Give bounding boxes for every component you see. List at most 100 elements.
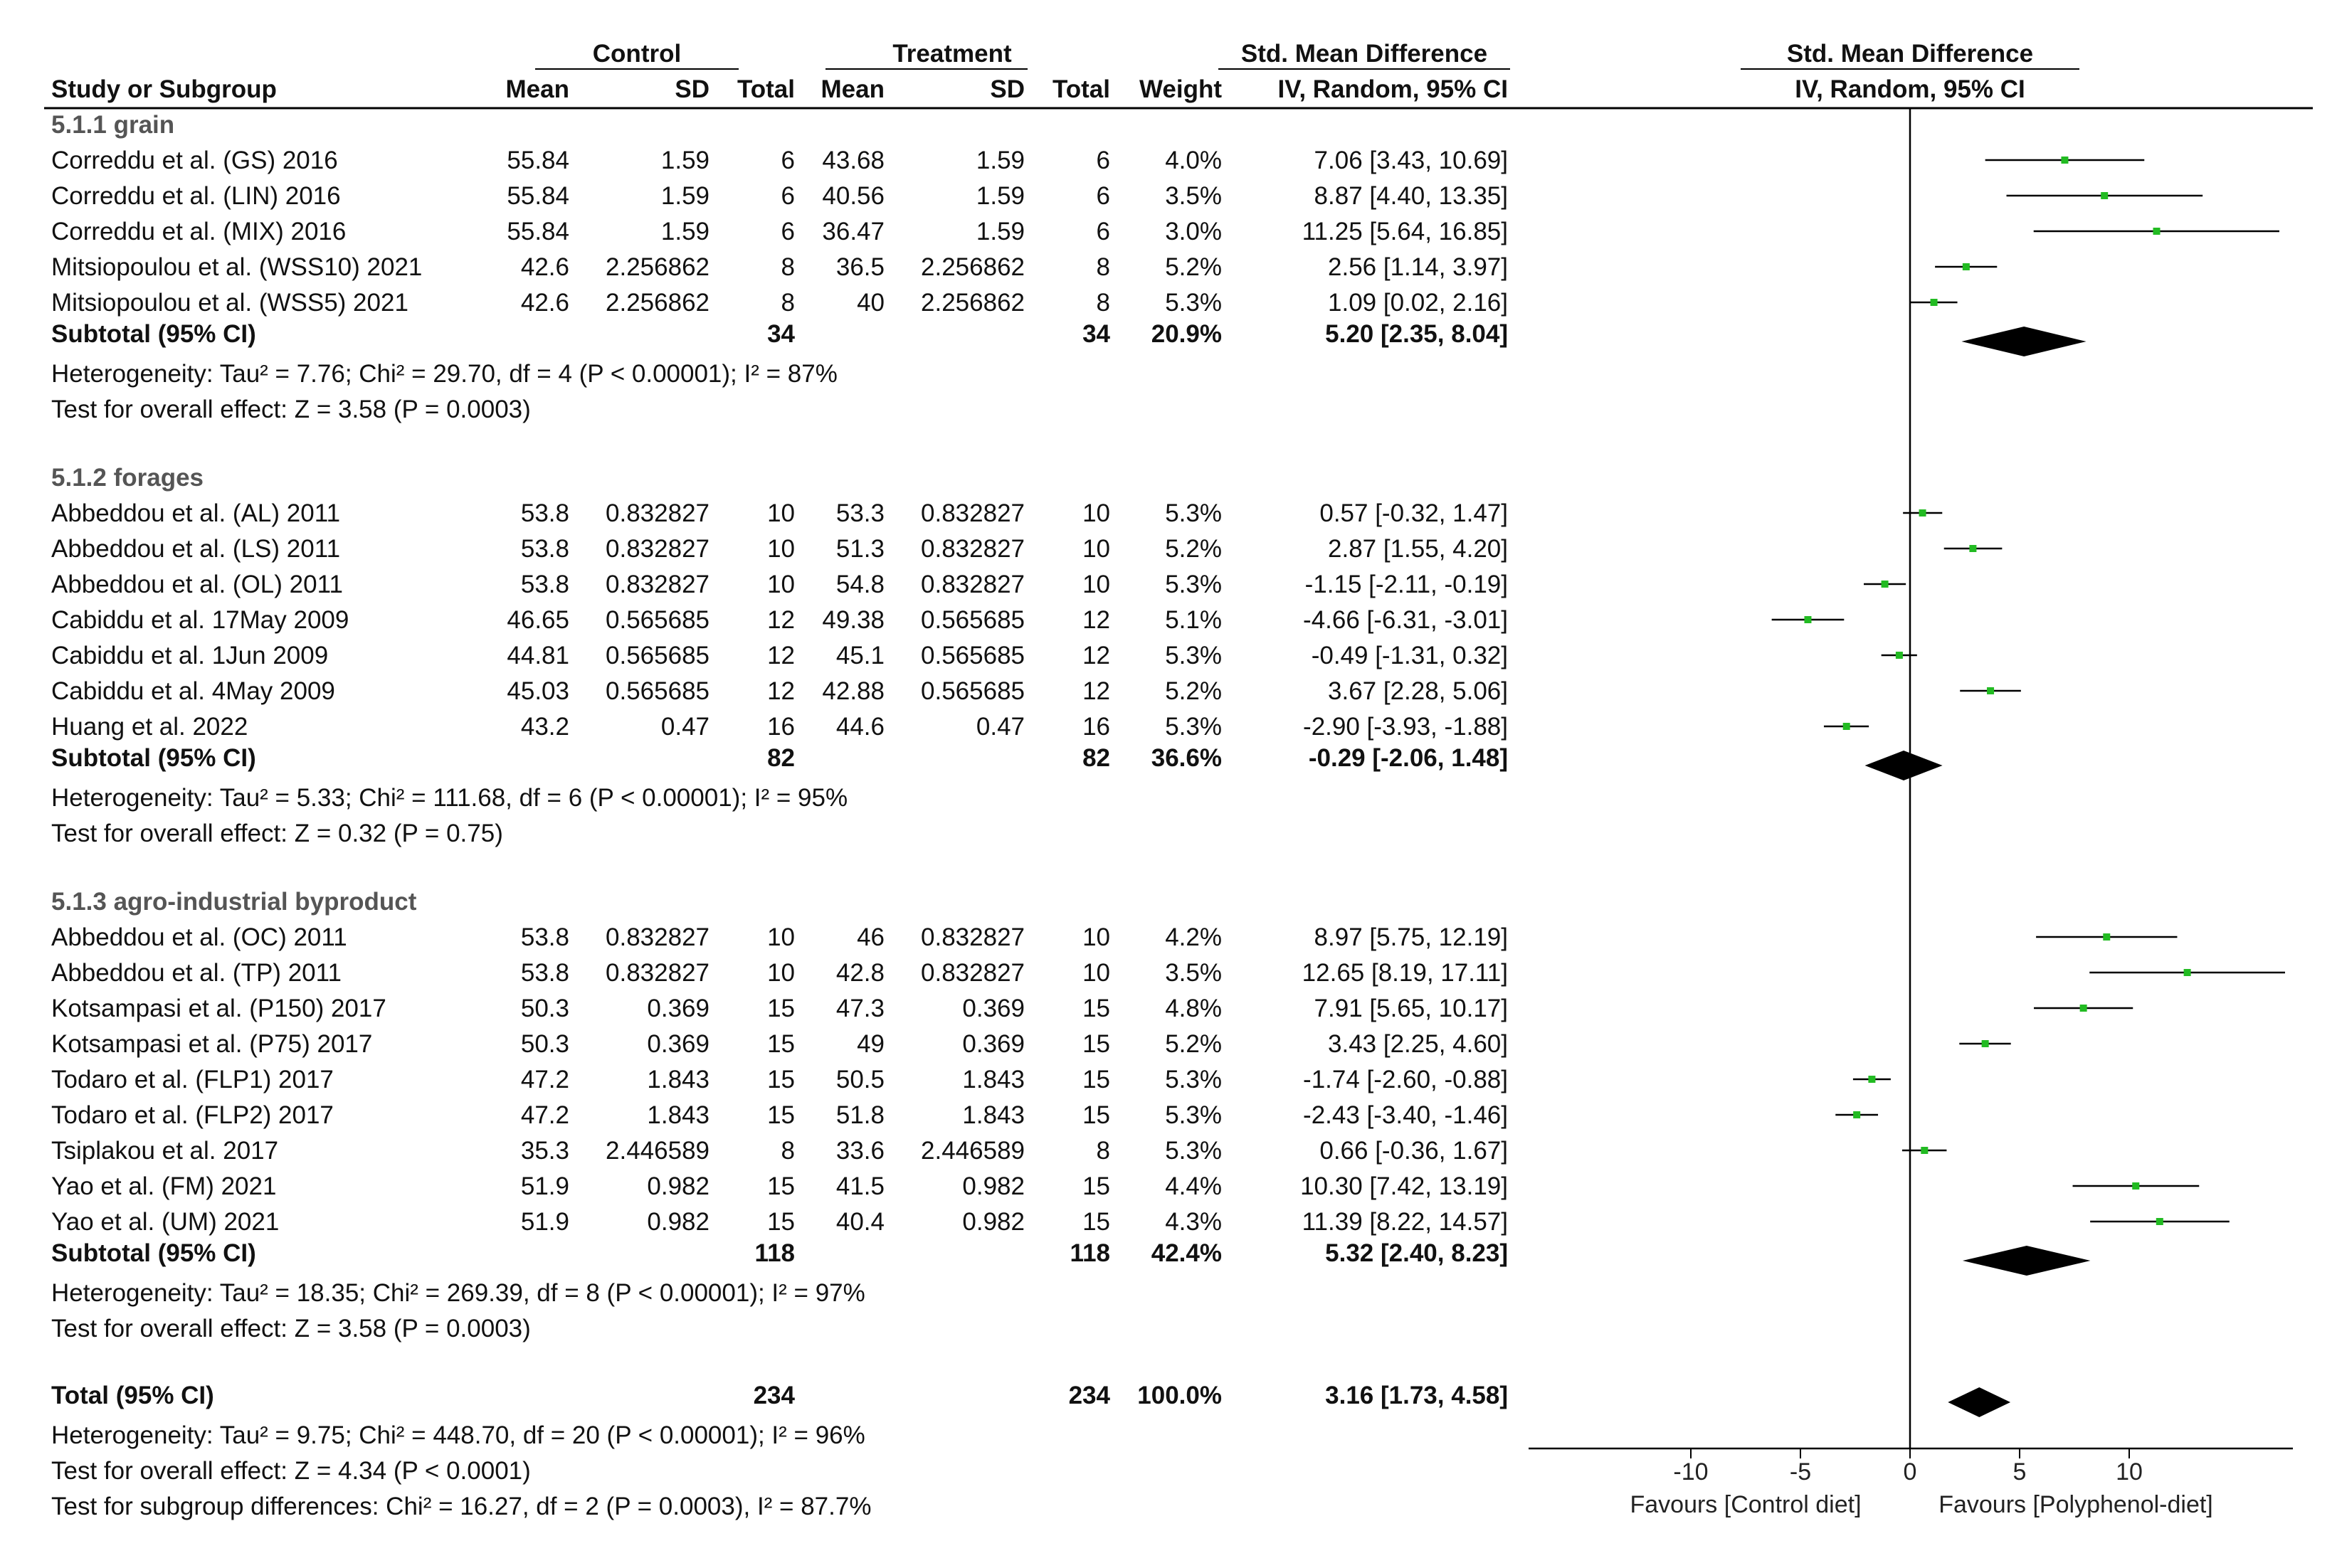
col-mean-control: Mean <box>506 75 569 103</box>
study-row-1-2-weight: 3.5% <box>1165 182 1222 210</box>
study-row-2-1-mean-control: 53.8 <box>521 499 569 527</box>
study-row-3-9-total-control: 15 <box>767 1208 795 1236</box>
study-row-3-1-total-control: 10 <box>767 923 795 951</box>
study-row-3-3-total-treatment: 15 <box>1082 995 1110 1022</box>
study-row-2-7-point <box>1842 723 1850 730</box>
study-row-1-5-weight: 5.3% <box>1165 289 1222 317</box>
study-row-2-1-sd-control: 0.832827 <box>606 499 709 527</box>
study-row-1-3-ci: 11.25 [5.64, 16.85] <box>1302 218 1508 245</box>
study-row-1-2-total-control: 6 <box>781 182 795 210</box>
study-row-2-5-point <box>1895 652 1903 659</box>
subtotal-row-3-weight: 42.4% <box>1151 1239 1222 1267</box>
study-row-3-7-mean-control: 35.3 <box>521 1137 569 1165</box>
study-row-1-3-mean-treatment: 36.47 <box>822 218 885 245</box>
study-row-2-6-point <box>1987 687 1995 694</box>
study-row-2-1-mean-treatment: 53.3 <box>836 499 885 527</box>
study-row-1-3-sd-control: 1.59 <box>661 218 709 245</box>
study-row-2-4-mean-treatment: 49.38 <box>822 606 885 634</box>
subtotal-row-1-total-treatment: 34 <box>1082 320 1110 348</box>
study-row-1-2-sd-treatment: 1.59 <box>976 182 1025 210</box>
total-treatment: 234 <box>1069 1382 1111 1409</box>
study-row-3-9-ci: 11.39 [8.22, 14.57] <box>1302 1208 1508 1236</box>
col-method-plot: IV, Random, 95% CI <box>1795 75 2025 103</box>
study-row-2-5-sd-treatment: 0.565685 <box>921 642 1025 669</box>
study-row-3-1-mean-treatment: 46 <box>857 923 885 951</box>
x-tick-label-5: 10 <box>2116 1458 2143 1485</box>
study-row-3-8-point <box>2132 1182 2140 1190</box>
study-row-1-1-mean-treatment: 43.68 <box>822 147 885 174</box>
col-weight: Weight <box>1139 75 1222 103</box>
study-row-3-7-sd-treatment: 2.446589 <box>921 1137 1025 1165</box>
study-row-3-9-sd-treatment: 0.982 <box>962 1208 1025 1236</box>
study-row-3-6-name: Todaro et al. (FLP2) 2017 <box>51 1101 334 1129</box>
subtotal-row-2-total-treatment: 82 <box>1082 744 1110 772</box>
study-row-3-5-mean-treatment: 50.5 <box>836 1066 885 1093</box>
study-row-3-3-mean-treatment: 47.3 <box>836 995 885 1022</box>
study-row-2-3-mean-treatment: 54.8 <box>836 571 885 598</box>
study-row-1-2-name: Correddu et al. (LIN) 2016 <box>51 182 341 210</box>
study-row-1-4-sd-treatment: 2.256862 <box>921 253 1025 281</box>
study-row-3-6-weight: 5.3% <box>1165 1101 1222 1129</box>
study-row-2-3-ci: -1.15 [-2.11, -0.19] <box>1305 571 1508 598</box>
study-row-1-5-sd-control: 2.256862 <box>606 289 709 317</box>
study-row-3-9-point <box>2156 1218 2163 1225</box>
study-row-2-5-total-control: 12 <box>767 642 795 669</box>
col-sd-control: SD <box>675 75 709 103</box>
study-row-2-6-mean-control: 45.03 <box>507 677 569 705</box>
study-row-2-5-mean-control: 44.81 <box>507 642 569 669</box>
study-row-1-4-name: Mitsiopoulou et al. (WSS10) 2021 <box>51 253 422 281</box>
study-row-3-1-total-treatment: 10 <box>1082 923 1110 951</box>
study-row-3-6-point <box>1853 1111 1861 1118</box>
study-row-3-7-sd-control: 2.446589 <box>606 1137 709 1165</box>
study-row-3-3-sd-control: 0.369 <box>647 995 709 1022</box>
study-row-1-5-total-treatment: 8 <box>1097 289 1110 317</box>
study-row-2-3-point <box>1881 581 1889 588</box>
study-row-3-3-point <box>2079 1005 2087 1012</box>
study-row-1-1-ci: 7.06 [3.43, 10.69] <box>1314 147 1508 174</box>
study-row-1-1-name: Correddu et al. (GS) 2016 <box>51 147 338 174</box>
study-row-2-3-total-treatment: 10 <box>1082 571 1110 598</box>
study-row-3-3-name: Kotsampasi et al. (P150) 2017 <box>51 995 386 1022</box>
study-row-3-6-mean-control: 47.2 <box>521 1101 569 1129</box>
subtotal-row-2-ci: -0.29 [-2.06, 1.48] <box>1309 744 1508 772</box>
header-smd-text: Std. Mean Difference <box>1241 40 1487 68</box>
study-row-3-9-mean-treatment: 40.4 <box>836 1208 885 1236</box>
subgroup-title-1: 5.1.1 grain <box>51 111 174 139</box>
study-row-3-3-total-control: 15 <box>767 995 795 1022</box>
study-row-3-4-sd-control: 0.369 <box>647 1030 709 1058</box>
study-row-1-4-mean-treatment: 36.5 <box>836 253 885 281</box>
study-row-1-5-ci: 1.09 [0.02, 2.16] <box>1328 289 1508 317</box>
study-row-3-5-sd-treatment: 1.843 <box>962 1066 1025 1093</box>
study-row-3-8-weight: 4.4% <box>1165 1172 1222 1200</box>
col-total-treatment: Total <box>1053 75 1110 103</box>
study-row-3-5-weight: 5.3% <box>1165 1066 1222 1093</box>
study-row-2-4-point <box>1804 616 1812 623</box>
study-row-2-6-mean-treatment: 42.88 <box>822 677 885 705</box>
favours-treatment-label: Favours [Polyphenol-diet] <box>1938 1491 2213 1518</box>
study-row-2-5-weight: 5.3% <box>1165 642 1222 669</box>
study-row-1-1-point <box>2061 157 2069 164</box>
study-row-3-2-weight: 3.5% <box>1165 959 1222 987</box>
study-row-3-7-mean-treatment: 33.6 <box>836 1137 885 1165</box>
study-row-1-4-sd-control: 2.256862 <box>606 253 709 281</box>
study-row-2-3-sd-control: 0.832827 <box>606 571 709 598</box>
study-row-2-2-weight: 5.2% <box>1165 535 1222 563</box>
study-row-2-4-ci: -4.66 [-6.31, -3.01] <box>1303 606 1508 634</box>
study-row-3-9-weight: 4.3% <box>1165 1208 1222 1236</box>
study-row-3-2-total-treatment: 10 <box>1082 959 1110 987</box>
study-row-2-5-name: Cabiddu et al. 1Jun 2009 <box>51 642 328 669</box>
heterogeneity-2: Heterogeneity: Tau² = 5.33; Chi² = 111.6… <box>51 784 848 812</box>
study-row-2-1-sd-treatment: 0.832827 <box>921 499 1025 527</box>
study-row-3-8-ci: 10.30 [7.42, 13.19] <box>1300 1172 1508 1200</box>
study-row-1-4-mean-control: 42.6 <box>521 253 569 281</box>
study-row-3-5-ci: -1.74 [-2.60, -0.88] <box>1303 1066 1508 1093</box>
study-row-3-1-mean-control: 53.8 <box>521 923 569 951</box>
study-row-3-7-total-control: 8 <box>781 1137 795 1165</box>
study-row-2-2-ci: 2.87 [1.55, 4.20] <box>1328 535 1508 563</box>
total-diamond <box>1948 1387 2011 1417</box>
x-tick-label-2: -5 <box>1790 1458 1811 1485</box>
study-row-1-1-weight: 4.0% <box>1165 147 1222 174</box>
study-row-1-2-point <box>2101 192 2109 199</box>
study-row-3-1-name: Abbeddou et al. (OC) 2011 <box>51 923 347 951</box>
